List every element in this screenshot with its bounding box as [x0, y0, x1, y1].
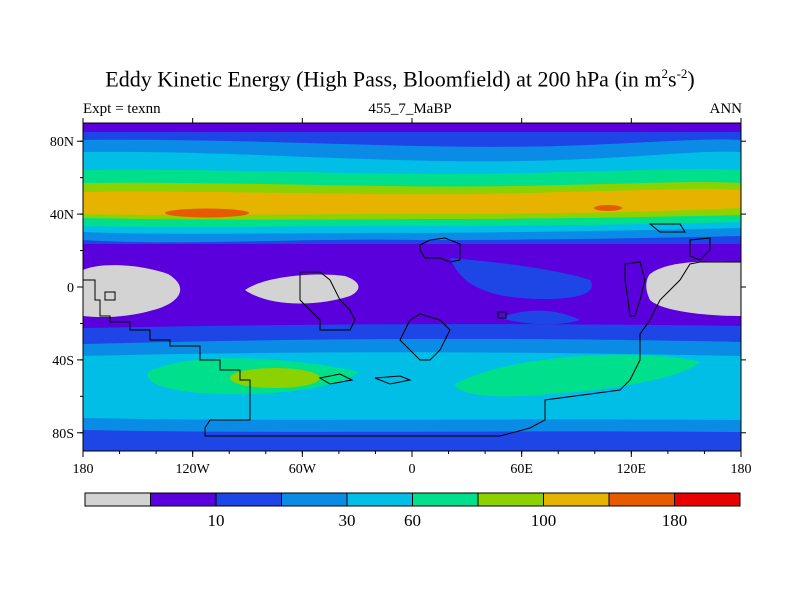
colorbar-swatch — [674, 492, 741, 507]
latitude-axis: 80N 40N 0 40S 80S — [50, 135, 746, 442]
lon-tick-label: 120E — [617, 462, 647, 477]
colorbar-label: 180 — [662, 511, 688, 530]
colorbar-swatch — [346, 492, 413, 507]
contour-field — [83, 123, 741, 451]
lon-tick-label: 0 — [409, 462, 416, 477]
lat-tick-label: 80S — [52, 427, 74, 442]
season-label: ANN — [709, 101, 743, 117]
lat-tick-label: 40S — [52, 354, 74, 369]
colorbar: 10 30 60 100 180 — [84, 492, 741, 530]
lon-tick-label: 180 — [73, 462, 94, 477]
colorbar-swatch — [608, 492, 675, 507]
colorbar-swatch — [477, 492, 544, 507]
colorbar-swatch — [281, 492, 348, 507]
experiment-label: Expt = texnn — [83, 101, 161, 117]
longitude-axis: 180 120W 60W 0 60E 120E 180 — [73, 118, 752, 477]
colorbar-swatch — [543, 492, 610, 507]
colorbar-label: 10 — [208, 511, 225, 530]
lon-tick-label: 60W — [289, 462, 317, 477]
colorbar-label: 30 — [339, 511, 356, 530]
colorbar-swatch — [215, 492, 282, 507]
lon-tick-label: 180 — [731, 462, 752, 477]
colorbar-swatch — [412, 492, 479, 507]
colorbar-label: 60 — [404, 511, 421, 530]
colorbar-swatch — [150, 492, 217, 507]
colorbar-swatch — [84, 492, 151, 507]
lat-tick-label: 80N — [50, 135, 74, 150]
run-label: 455_7_MaBP — [368, 101, 452, 117]
lat-tick-label: 0 — [67, 281, 74, 296]
lat-tick-label: 40N — [50, 208, 74, 223]
colorbar-label: 100 — [531, 511, 557, 530]
lon-tick-label: 120W — [176, 462, 211, 477]
coastline — [83, 223, 741, 437]
map-title: Eddy Kinetic Energy (High Pass, Bloomfie… — [105, 66, 695, 92]
lon-tick-label: 60E — [510, 462, 533, 477]
